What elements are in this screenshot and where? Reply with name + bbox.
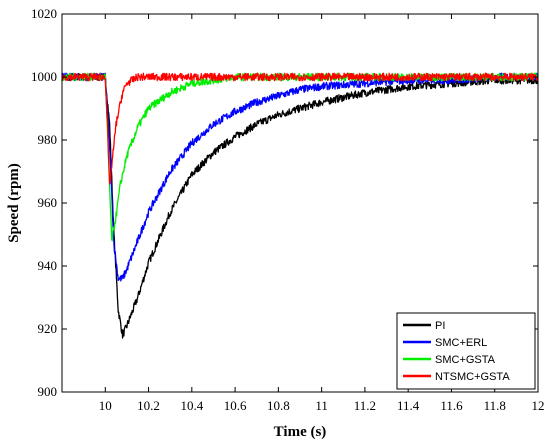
y-tick-label: 920 [38,321,58,336]
y-tick-label: 900 [38,384,58,399]
x-tick-label: 11.4 [397,398,420,413]
ticks-layer: 10 10.2 10.4 10.6 10.8 11 11.2 11.4 11.6 11.8 12 90… [31,6,545,413]
x-tick-label: 10 [99,398,112,413]
series-line-smc-erl [61,72,539,282]
legend: PI SMC+ERL SMC+GSTA NTSMC+GSTA [396,312,536,390]
x-tick-label: 10.6 [224,398,247,413]
x-tick-label: 11.6 [440,398,463,413]
y-tick-label: 960 [38,195,58,210]
x-tick-label: 10.4 [180,398,203,413]
y-tick-label: 940 [38,258,58,273]
y-axis-label: Speed (rpm) [6,163,22,243]
legend-label: NTSMC+GSTA [435,371,510,383]
y-tick-label: 1020 [31,6,57,21]
legend-label: SMC+GSTA [435,354,496,366]
x-axis-label: Time (s) [274,424,327,440]
x-tick-label: 11.2 [354,398,376,413]
legend-label: PI [435,320,445,332]
x-tick-label: 10.2 [137,398,160,413]
x-tick-label: 10.8 [267,398,290,413]
x-tick-label: 11 [315,398,328,413]
series-line-ntsmc-gsta [61,72,539,185]
y-tick-label: 1000 [31,69,57,84]
legend-label: SMC+ERL [435,337,487,349]
series-layer [61,72,539,339]
y-tick-label: 980 [38,132,58,147]
x-tick-label: 11.8 [484,398,506,413]
x-tick-label: 12 [532,398,545,413]
